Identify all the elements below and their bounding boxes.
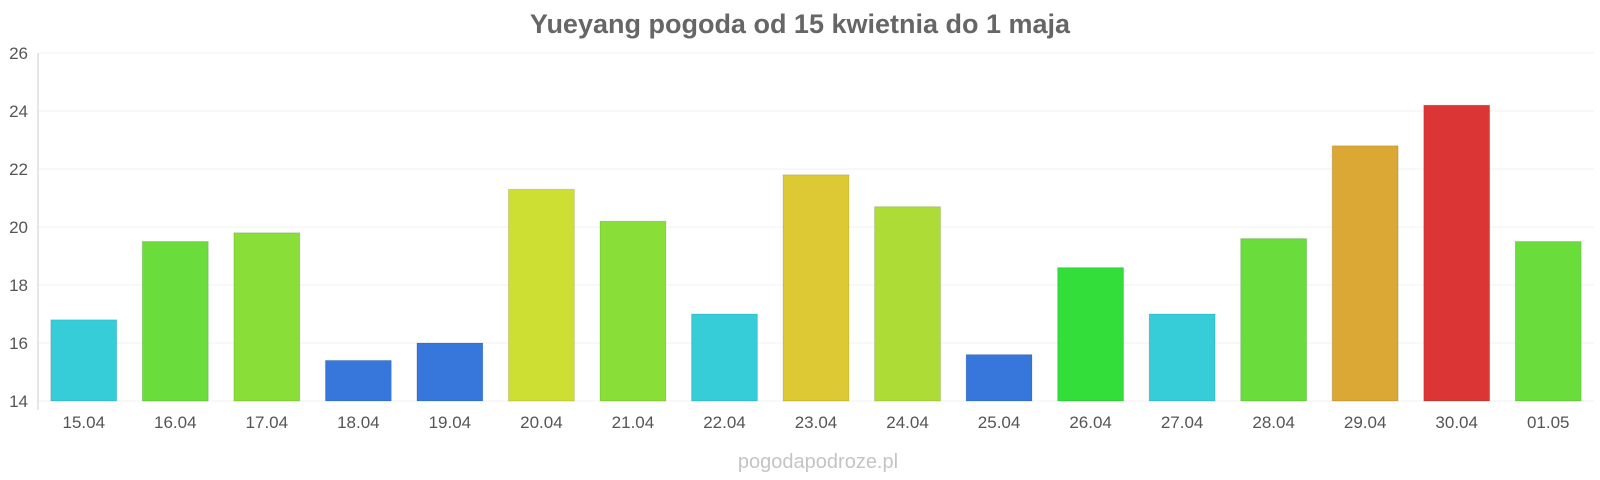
x-tick-label: 28.04 [1252,413,1295,432]
x-tick-label: 01.05 [1527,413,1570,432]
y-tick-label: 14 [9,392,28,411]
y-tick-label: 16 [9,334,28,353]
bar-23.04 [782,174,850,402]
bar-20.04 [507,188,575,402]
bar-22.04 [691,313,758,402]
x-tick-label: 23.04 [795,413,838,432]
watermark: pogodapodroze.pl [738,451,898,473]
x-tick-label: 18.04 [337,413,380,432]
y-tick-label: 26 [9,44,28,63]
x-tick-label: 17.04 [246,413,289,432]
bar-26.04 [1057,267,1125,402]
x-tick-label: 15.04 [62,413,105,432]
y-tick-label: 24 [9,102,28,121]
bar-24.04 [874,206,941,402]
x-tick-label: 22.04 [703,413,746,432]
x-tick-label: 26.04 [1069,413,1112,432]
x-tick-label: 29.04 [1344,413,1387,432]
y-tick-label: 18 [9,276,28,295]
bar-28.04 [1240,238,1308,402]
bar-29.04 [1331,145,1399,402]
x-tick-label: 20.04 [520,413,563,432]
x-tick-label: 19.04 [429,413,472,432]
x-tick-label: 21.04 [612,413,655,432]
x-tick-label: 24.04 [886,413,929,432]
bar-18.04 [324,359,392,402]
x-tick-label: 27.04 [1161,413,1204,432]
x-tick-label: 16.04 [154,413,197,432]
bar-15.04 [50,319,118,402]
bar-01.05 [1514,241,1582,402]
bars [50,104,1582,402]
bar-30.04 [1423,104,1491,402]
bar-25.04 [965,354,1033,402]
y-tick-label: 20 [9,218,28,237]
bar-21.04 [599,220,667,402]
y-axis-ticks: 14 16 18 20 22 24 26 [9,44,28,411]
y-tick-label: 22 [9,160,28,179]
x-axis-ticks: 15.04 16.04 17.04 18.04 19.04 20.04 21.04 22.04… [62,413,1569,432]
x-tick-label: 25.04 [978,413,1021,432]
bar-17.04 [233,232,301,402]
bar-27.04 [1148,313,1216,402]
x-tick-label: 30.04 [1435,413,1478,432]
bar-16.04 [141,241,209,402]
chart-title: Yueyang pogoda od 15 kwietnia do 1 maja [530,9,1071,39]
bar-19.04 [416,342,484,402]
